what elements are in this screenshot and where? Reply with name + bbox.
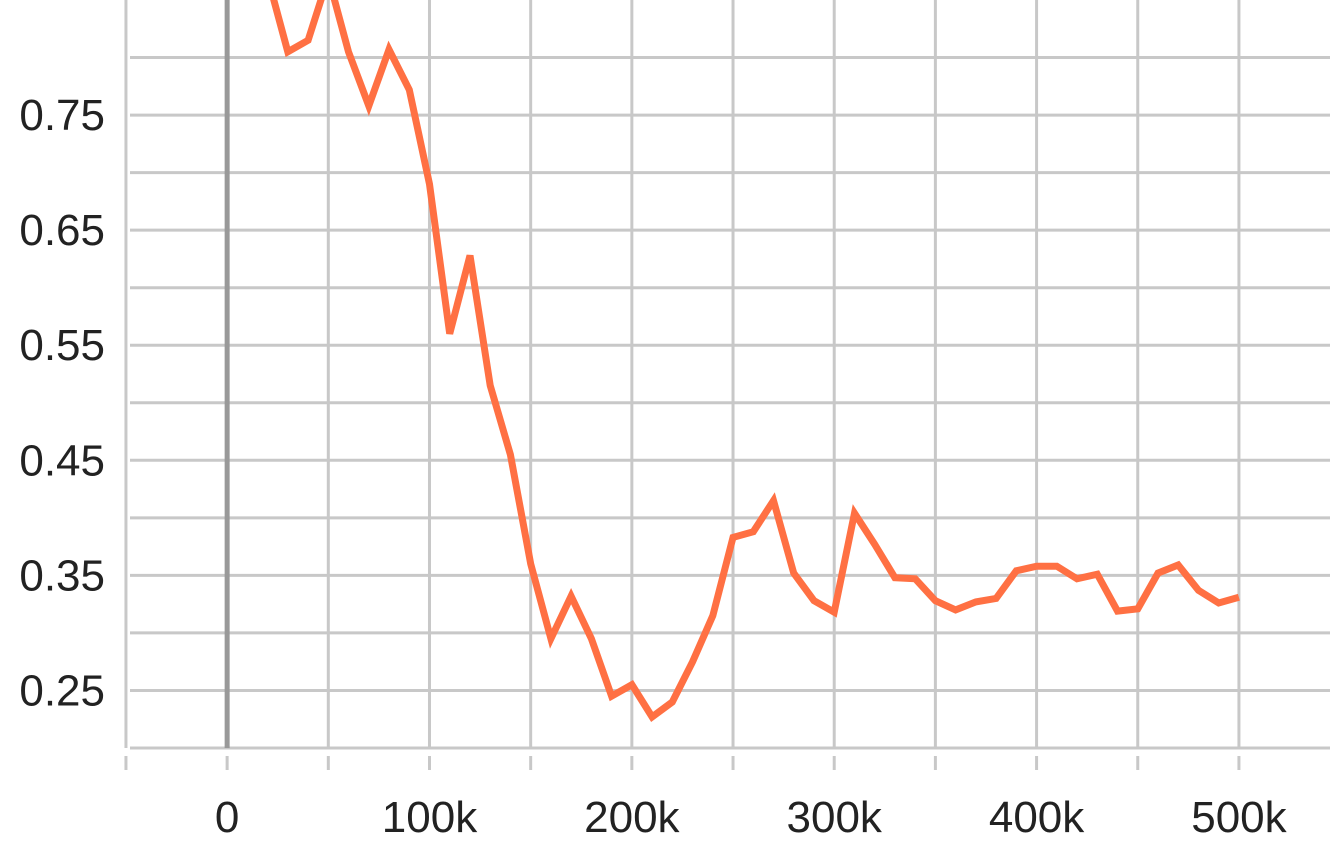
x-tick-label: 400k — [989, 793, 1085, 842]
x-tick-label: 500k — [1191, 793, 1287, 842]
y-tick-label: 0.55 — [19, 321, 105, 370]
y-axis-tick-labels: 0.25 0.35 0.45 0.55 0.65 0.75 — [19, 91, 105, 715]
y-tick-label: 0.75 — [19, 91, 105, 140]
x-tick-label: 100k — [382, 793, 478, 842]
plot-area — [270, 0, 1240, 722]
x-tick-label: 200k — [584, 793, 680, 842]
series-line-0 — [270, 0, 1240, 722]
major-gridlines — [130, 0, 1330, 748]
minor-gridlines — [124, 0, 1330, 750]
y-tick-label: 0.25 — [19, 666, 105, 715]
y-tick-label: 0.65 — [19, 206, 105, 255]
axes — [124, 756, 1241, 770]
x-tick-label: 0 — [215, 793, 239, 842]
y-tick-label: 0.35 — [19, 551, 105, 600]
y-tick-label: 0.45 — [19, 436, 105, 485]
x-axis-tick-labels: 0 100k 200k 300k 400k 500k — [215, 793, 1288, 842]
x-tick-label: 300k — [787, 793, 883, 842]
